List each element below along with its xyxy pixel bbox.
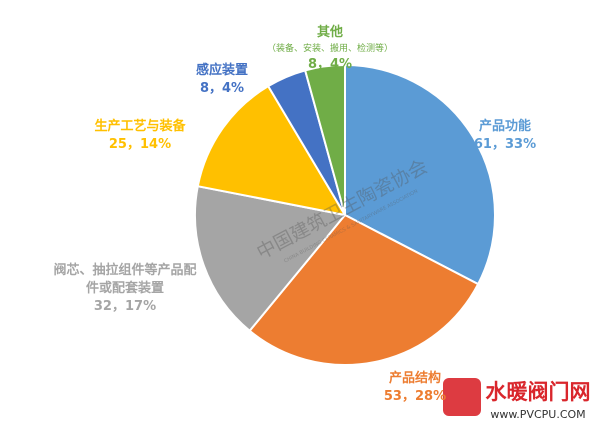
value-label: 32，17% [93,299,157,314]
category-label: 产品功能 [478,119,531,134]
category-label: 其他 [316,25,343,40]
data-label: 生产工艺与装备 25，14% [75,118,205,154]
pie-slice [196,84,348,217]
value-label: 8，4% [307,57,353,72]
category-label: 产品结构 [388,371,441,386]
data-label: 其他 （装备、安装、搬用、检测等） 8，4% [250,24,410,74]
watermark-text: 水暖阀门网 [486,380,591,404]
data-label: 产品结构 53，28% [370,370,460,406]
pie-slice [194,185,347,333]
category-label: 生产工艺与装备 [94,119,186,134]
value-label: 25，14% [108,137,172,152]
value-label: 53，28% [383,389,447,404]
data-label: 阀芯、抽拉组件等产品配件或配套装置 32，17% [50,262,200,316]
data-label: 感应装置 8，4% [182,62,262,98]
category-label: 阀芯、抽拉组件等产品配件或配套装置 [53,263,197,296]
logo-box [443,378,481,416]
value-label: 61，33% [473,137,537,152]
data-label: 产品功能 61，33% [410,118,600,154]
value-label: 8，4% [199,81,245,96]
pie-slice [303,63,346,216]
watermark-text: www.PVCPU.COM [490,408,585,421]
category-label: 感应装置 [195,63,248,78]
pie-slice [248,213,480,366]
annotation: （装备、安装、搬用、检测等） [266,44,393,54]
pie-slice [344,63,496,286]
